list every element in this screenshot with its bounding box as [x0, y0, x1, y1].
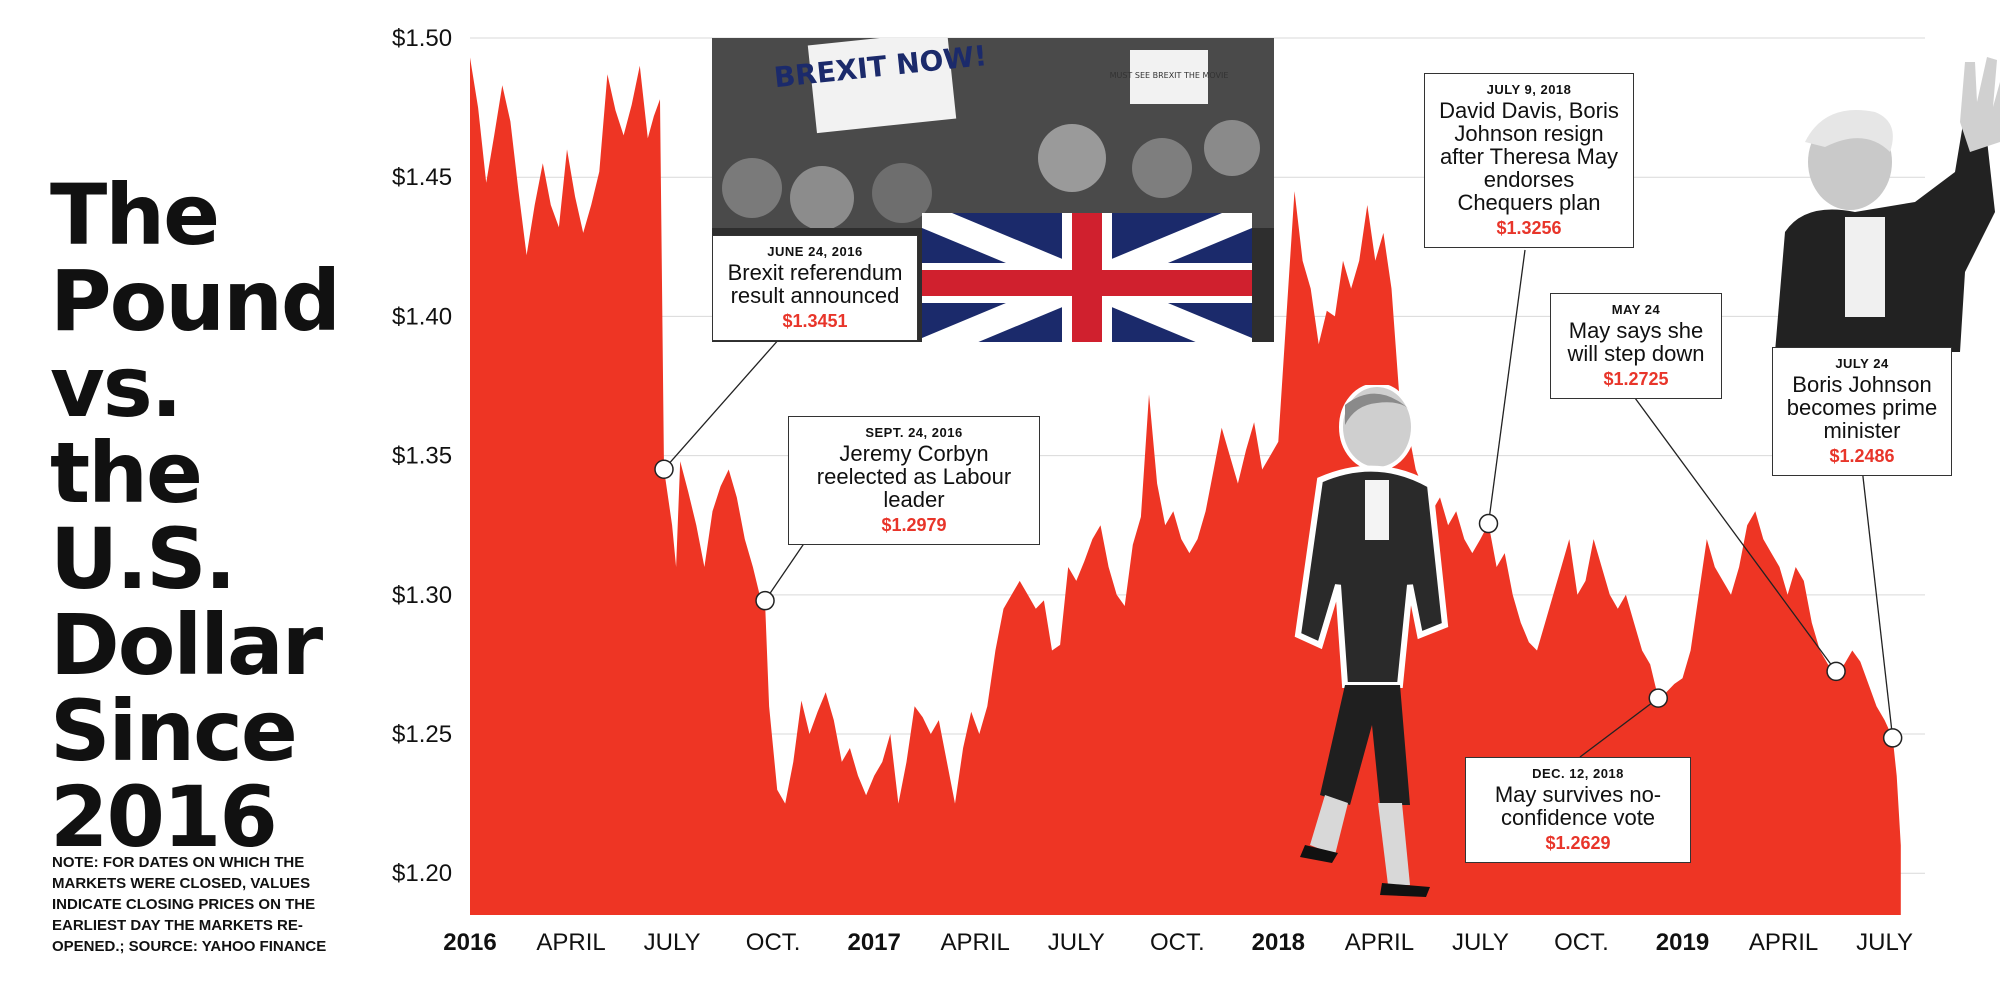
title-line-1: The [50, 166, 220, 264]
callout-text: May survives no-confidence vote [1494, 782, 1662, 830]
must-see-sign: MUST SEE BREXIT THE MOVIE [1110, 50, 1229, 104]
callout-date: JULY 9, 2018 [1486, 82, 1572, 97]
callout-brexit-referendum: JUNE 24, 2016 Brexit referendum result a… [712, 235, 918, 341]
callout-text: David Davis, Boris Johnson resign after … [1439, 98, 1619, 215]
callout-leader-line [1579, 697, 1659, 758]
event-marker [1826, 661, 1846, 682]
theresa-may-photo [1294, 385, 1449, 897]
callout-leader-line [1634, 397, 1837, 672]
title-line-4: U.S. [50, 510, 237, 608]
callout-date: JULY 24 [1835, 356, 1889, 371]
callout-price: $1.2979 [881, 515, 947, 535]
event-marker [1478, 513, 1499, 534]
x-tick-label: 2017 [847, 929, 900, 956]
callout-date: JUNE 24, 2016 [767, 244, 863, 259]
title-line-3: vs. the [50, 338, 203, 522]
callout-leader-line [1487, 249, 1526, 524]
x-tick-label: 2019 [1656, 929, 1709, 956]
title-line-5: Dollar [50, 596, 323, 694]
callout-leader-line [663, 337, 781, 470]
x-tick-label: JULY [1452, 929, 1509, 956]
callout-may-steps-down: MAY 24 May says she will step down $1.27… [1550, 293, 1722, 399]
callout-price: $1.3451 [782, 311, 848, 331]
callout-price: $1.2725 [1603, 369, 1669, 389]
callout-text: Jeremy Corbyn reelected as Labour leader [816, 441, 1012, 512]
y-tick-label: $1.50 [392, 25, 452, 52]
event-marker [654, 459, 674, 480]
y-tick-label: $1.35 [392, 443, 452, 470]
callout-leader-line [1861, 467, 1894, 739]
callout-johnson-prime-minister: JULY 24 Boris Johnson becomes prime mini… [1772, 347, 1952, 476]
callout-date: SEPT. 24, 2016 [865, 425, 963, 440]
x-tick-label: APRIL [941, 929, 1010, 956]
y-axis-labels: $1.20 $1.25 $1.30 $1.35 $1.40 $1.45 $1.50 [392, 25, 452, 887]
callout-date: DEC. 12, 2018 [1532, 766, 1624, 781]
callout-price: $1.3256 [1496, 218, 1562, 238]
boris-johnson-photo [1775, 57, 2000, 352]
x-tick-label: JULY [644, 929, 701, 956]
x-tick-label: OCT. [1554, 929, 1609, 956]
callout-corbyn-reelected: SEPT. 24, 2016 Jeremy Corbyn reelected a… [788, 416, 1040, 545]
svg-text:MUST SEE BREXIT THE MOVIE: MUST SEE BREXIT THE MOVIE [1110, 71, 1229, 80]
x-axis-labels: 2016 APRIL JULY OCT. 2017 APRIL JULY OCT. 2018 AP… [443, 929, 1913, 956]
y-tick-label: $1.40 [392, 303, 452, 330]
title-line-7: 2016 [50, 768, 278, 866]
x-tick-label: OCT. [1150, 929, 1205, 956]
x-tick-label: 2016 [443, 929, 496, 956]
callout-price: $1.2629 [1545, 833, 1611, 853]
source-note: NOTE: FOR DATES ON WHICH THE MARKETS WER… [52, 854, 327, 955]
callout-text: Brexit referendum result announced [727, 260, 903, 308]
callout-davis-johnson-resign: JULY 9, 2018 David Davis, Boris Johnson … [1424, 73, 1634, 248]
x-tick-label: APRIL [1749, 929, 1818, 956]
union-jack-flag [922, 213, 1252, 342]
x-tick-label: APRIL [1345, 929, 1414, 956]
callout-date: MAY 24 [1611, 302, 1661, 317]
callout-no-confidence-vote: DEC. 12, 2018 May survives no-confidence… [1465, 757, 1691, 863]
callout-text: May says she will step down [1567, 318, 1705, 366]
x-tick-label: APRIL [536, 929, 605, 956]
callout-text: Boris Johnson becomes prime minister [1786, 372, 1938, 443]
x-tick-label: 2018 [1252, 929, 1305, 956]
y-tick-label: $1.45 [392, 164, 452, 191]
event-marker [1882, 728, 1903, 748]
y-tick-label: $1.20 [392, 860, 452, 887]
x-tick-label: JULY [1048, 929, 1105, 956]
event-marker [1648, 688, 1668, 708]
title-line-2: Pound [50, 252, 341, 350]
callout-price: $1.2486 [1829, 446, 1895, 466]
x-tick-label: OCT. [746, 929, 801, 956]
x-tick-label: JULY [1856, 929, 1913, 956]
title-line-6: Since [50, 682, 298, 780]
y-tick-label: $1.30 [392, 582, 452, 609]
event-marker [755, 590, 775, 611]
y-tick-label: $1.25 [392, 721, 452, 748]
page-title: The Pound vs. the U.S. Dollar Since 2016 [50, 172, 350, 860]
exchange-rate-area [470, 57, 1901, 915]
brexit-now-sign: BREXIT NOW! [772, 38, 988, 134]
